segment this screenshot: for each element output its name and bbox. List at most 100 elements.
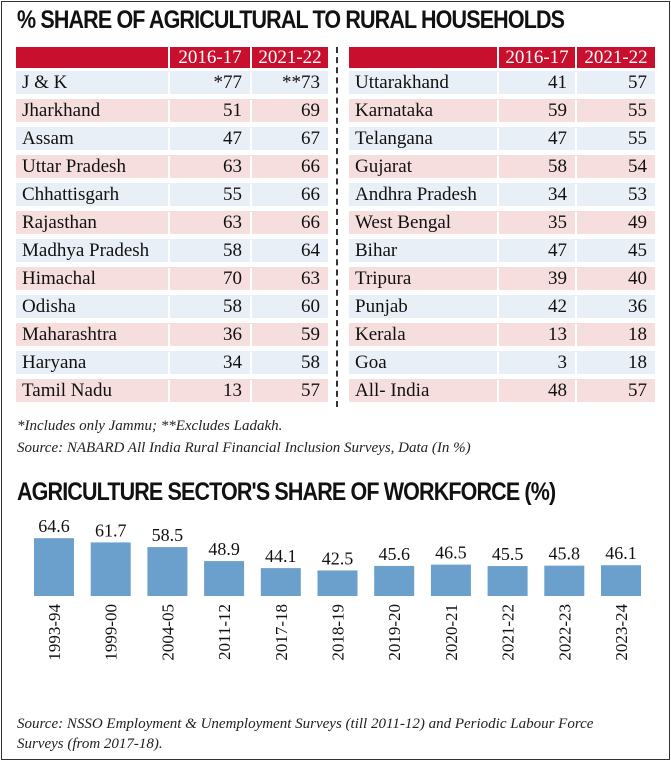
table-row: Uttarakhand 41 57 xyxy=(349,71,655,94)
table-title: % SHARE OF AGRICULTURAL TO RURAL HOUSEHO… xyxy=(17,6,565,34)
column-header: 2021-22 xyxy=(250,47,328,68)
value-cell: *77 xyxy=(168,71,250,94)
value-cell: 13 xyxy=(497,323,575,346)
state-cell: Uttarakhand xyxy=(355,71,449,93)
state-cell: Andhra Pradesh xyxy=(355,183,477,205)
chart-source-line-1: Source: NSSO Employment & Unemployment S… xyxy=(17,716,594,732)
value-cell: 34 xyxy=(497,183,575,206)
state-cell: Bihar xyxy=(355,239,398,261)
state-cell: Tamil Nadu xyxy=(22,379,112,401)
category-label: 2011-12 xyxy=(215,604,234,660)
value-cell: 66 xyxy=(250,211,328,234)
category-label: 2004-05 xyxy=(158,604,177,661)
left-table: 2016-17 2021-22 J & K *77 **73 Jharkhand 51 69 A… xyxy=(16,47,328,404)
table-row: Andhra Pradesh 34 53 xyxy=(349,183,655,206)
value-cell: 34 xyxy=(168,351,250,374)
category-label: 2022-23 xyxy=(555,604,574,661)
table-row: Punjab 42 36 xyxy=(349,295,655,318)
value-cell: 57 xyxy=(575,379,655,402)
table-row: J & K *77 **73 xyxy=(16,71,328,94)
table-row: West Bengal 35 49 xyxy=(349,211,655,234)
category-label: 1993-94 xyxy=(45,604,64,661)
bar xyxy=(544,565,585,596)
state-cell: West Bengal xyxy=(355,211,452,233)
data-label: 44.1 xyxy=(265,546,297,566)
value-cell: 48 xyxy=(497,379,575,402)
data-label: 42.5 xyxy=(322,548,354,568)
data-label: 48.9 xyxy=(208,539,240,559)
value-cell: 64 xyxy=(250,239,328,262)
state-cell: Madhya Pradesh xyxy=(22,239,150,261)
state-cell: Chhattisgarh xyxy=(22,183,120,205)
value-cell: 47 xyxy=(497,127,575,150)
state-cell: Rajasthan xyxy=(22,211,97,233)
column-header: 2016-17 xyxy=(168,47,250,68)
value-cell: 36 xyxy=(575,295,655,318)
value-cell: 47 xyxy=(168,127,250,150)
table-row: Jharkhand 51 69 xyxy=(16,99,328,122)
state-cell: Gujarat xyxy=(355,155,412,177)
value-cell: 63 xyxy=(250,267,328,290)
value-cell: 51 xyxy=(168,99,250,122)
value-cell: 55 xyxy=(575,127,655,150)
table-row: Chhattisgarh 55 66 xyxy=(16,183,328,206)
value-cell: 55 xyxy=(575,99,655,122)
state-cell: Uttar Pradesh xyxy=(22,155,126,177)
value-cell: 45 xyxy=(575,239,655,262)
chart-source-line-2: Surveys (from 2017-18). xyxy=(17,736,163,752)
value-cell: 67 xyxy=(250,127,328,150)
value-cell: 36 xyxy=(168,323,250,346)
state-cell: Himachal xyxy=(22,267,96,289)
state-cell: Jharkhand xyxy=(22,99,101,121)
data-label: 46.1 xyxy=(605,543,637,563)
category-label: 1999-00 xyxy=(102,604,121,661)
table-row: Rajasthan 63 66 xyxy=(16,211,328,234)
category-label: 2017-18 xyxy=(272,604,291,661)
table-row: Himachal 70 63 xyxy=(16,267,328,290)
state-cell: Punjab xyxy=(355,295,408,317)
state-cell: Tripura xyxy=(355,267,412,289)
table-row: All- India 48 57 xyxy=(349,379,655,402)
value-cell: 40 xyxy=(575,267,655,290)
value-cell: 49 xyxy=(575,211,655,234)
value-cell: 41 xyxy=(497,71,575,94)
table-row: Maharashtra 36 59 xyxy=(16,323,328,346)
data-label: 46.5 xyxy=(435,543,467,563)
value-cell: 63 xyxy=(168,211,250,234)
value-cell: 55 xyxy=(168,183,250,206)
value-cell: 47 xyxy=(497,239,575,262)
table-source: Source: NABARD All India Rural Financial… xyxy=(17,440,471,456)
value-cell: 63 xyxy=(168,155,250,178)
value-cell: 58 xyxy=(168,295,250,318)
state-cell: Haryana xyxy=(22,351,87,373)
chart-title: AGRICULTURE SECTOR'S SHARE OF WORKFORCE … xyxy=(17,478,556,506)
table-row: Karnataka 59 55 xyxy=(349,99,655,122)
table-row: Kerala 13 18 xyxy=(349,323,655,346)
value-cell: 3 xyxy=(497,351,575,374)
table-row: Goa 3 18 xyxy=(349,351,655,374)
bar xyxy=(601,565,641,596)
table-row: Telangana 47 55 xyxy=(349,127,655,150)
bar xyxy=(147,547,188,596)
bar xyxy=(90,542,131,596)
value-cell: 59 xyxy=(250,323,328,346)
category-label: 2023-24 xyxy=(612,604,631,661)
bar xyxy=(317,570,358,596)
value-cell: 53 xyxy=(575,183,655,206)
value-cell: 54 xyxy=(575,155,655,178)
table-row: Gujarat 58 54 xyxy=(349,155,655,178)
table-header: 2016-17 2021-22 xyxy=(349,47,655,68)
value-cell: 66 xyxy=(250,183,328,206)
table-row: Haryana 34 58 xyxy=(16,351,328,374)
state-cell: Assam xyxy=(22,127,74,149)
footnote: *Includes only Jammu; **Excludes Ladakh. xyxy=(17,418,283,434)
state-cell: Maharashtra xyxy=(22,323,117,345)
value-cell: 60 xyxy=(250,295,328,318)
data-label: 64.6 xyxy=(38,516,70,536)
right-table: 2016-17 2021-22 Uttarakhand 41 57 Karnataka 59… xyxy=(349,47,655,404)
bar xyxy=(204,561,245,596)
data-label: 45.8 xyxy=(549,544,581,564)
category-label: 2019-20 xyxy=(385,604,404,661)
table-row: Madhya Pradesh 58 64 xyxy=(16,239,328,262)
state-cell: Goa xyxy=(355,351,387,373)
